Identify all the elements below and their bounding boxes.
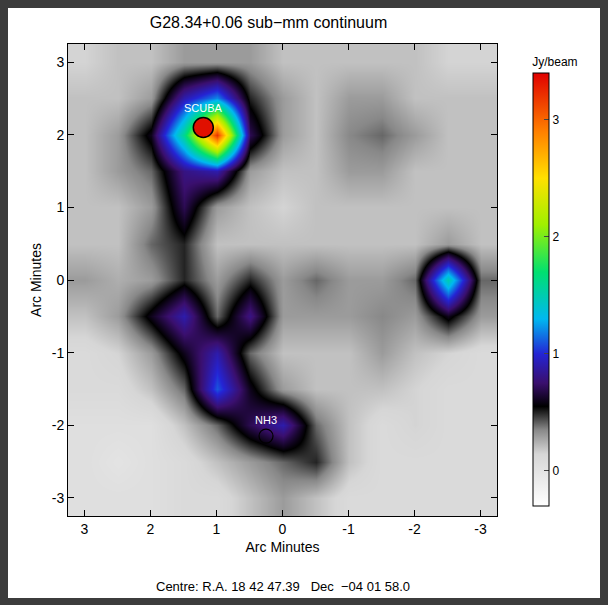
svg-text:-3: -3 — [52, 490, 65, 506]
svg-text:-2: -2 — [408, 521, 421, 537]
svg-text:-1: -1 — [52, 345, 65, 361]
svg-text:Centre: R.A. 18 42 47.39 Dec: Centre: R.A. 18 42 47.39 Dec −04 01 58.0 — [156, 579, 410, 594]
svg-text:1: 1 — [213, 521, 221, 537]
svg-text:Arc Minutes: Arc Minutes — [246, 539, 320, 555]
svg-text:G28.34+0.06 sub−mm continuum: G28.34+0.06 sub−mm continuum — [150, 14, 387, 31]
svg-text:0: 0 — [56, 272, 64, 288]
svg-text:2: 2 — [56, 127, 64, 143]
svg-text:3: 3 — [81, 521, 89, 537]
svg-text:SCUBA: SCUBA — [184, 102, 223, 114]
svg-text:0: 0 — [552, 464, 559, 478]
svg-text:0: 0 — [279, 521, 287, 537]
svg-text:-3: -3 — [474, 521, 487, 537]
svg-text:3: 3 — [552, 113, 559, 127]
svg-text:NH3: NH3 — [255, 414, 277, 426]
svg-text:Arc Minutes: Arc Minutes — [28, 243, 44, 317]
svg-text:3: 3 — [56, 54, 64, 70]
svg-text:1: 1 — [56, 199, 64, 215]
svg-text:2: 2 — [552, 230, 559, 244]
svg-text:1: 1 — [552, 347, 559, 361]
svg-text:-2: -2 — [52, 417, 65, 433]
svg-text:-1: -1 — [342, 521, 355, 537]
svg-text:2: 2 — [147, 521, 155, 537]
svg-text:Jy/beam: Jy/beam — [532, 55, 577, 69]
